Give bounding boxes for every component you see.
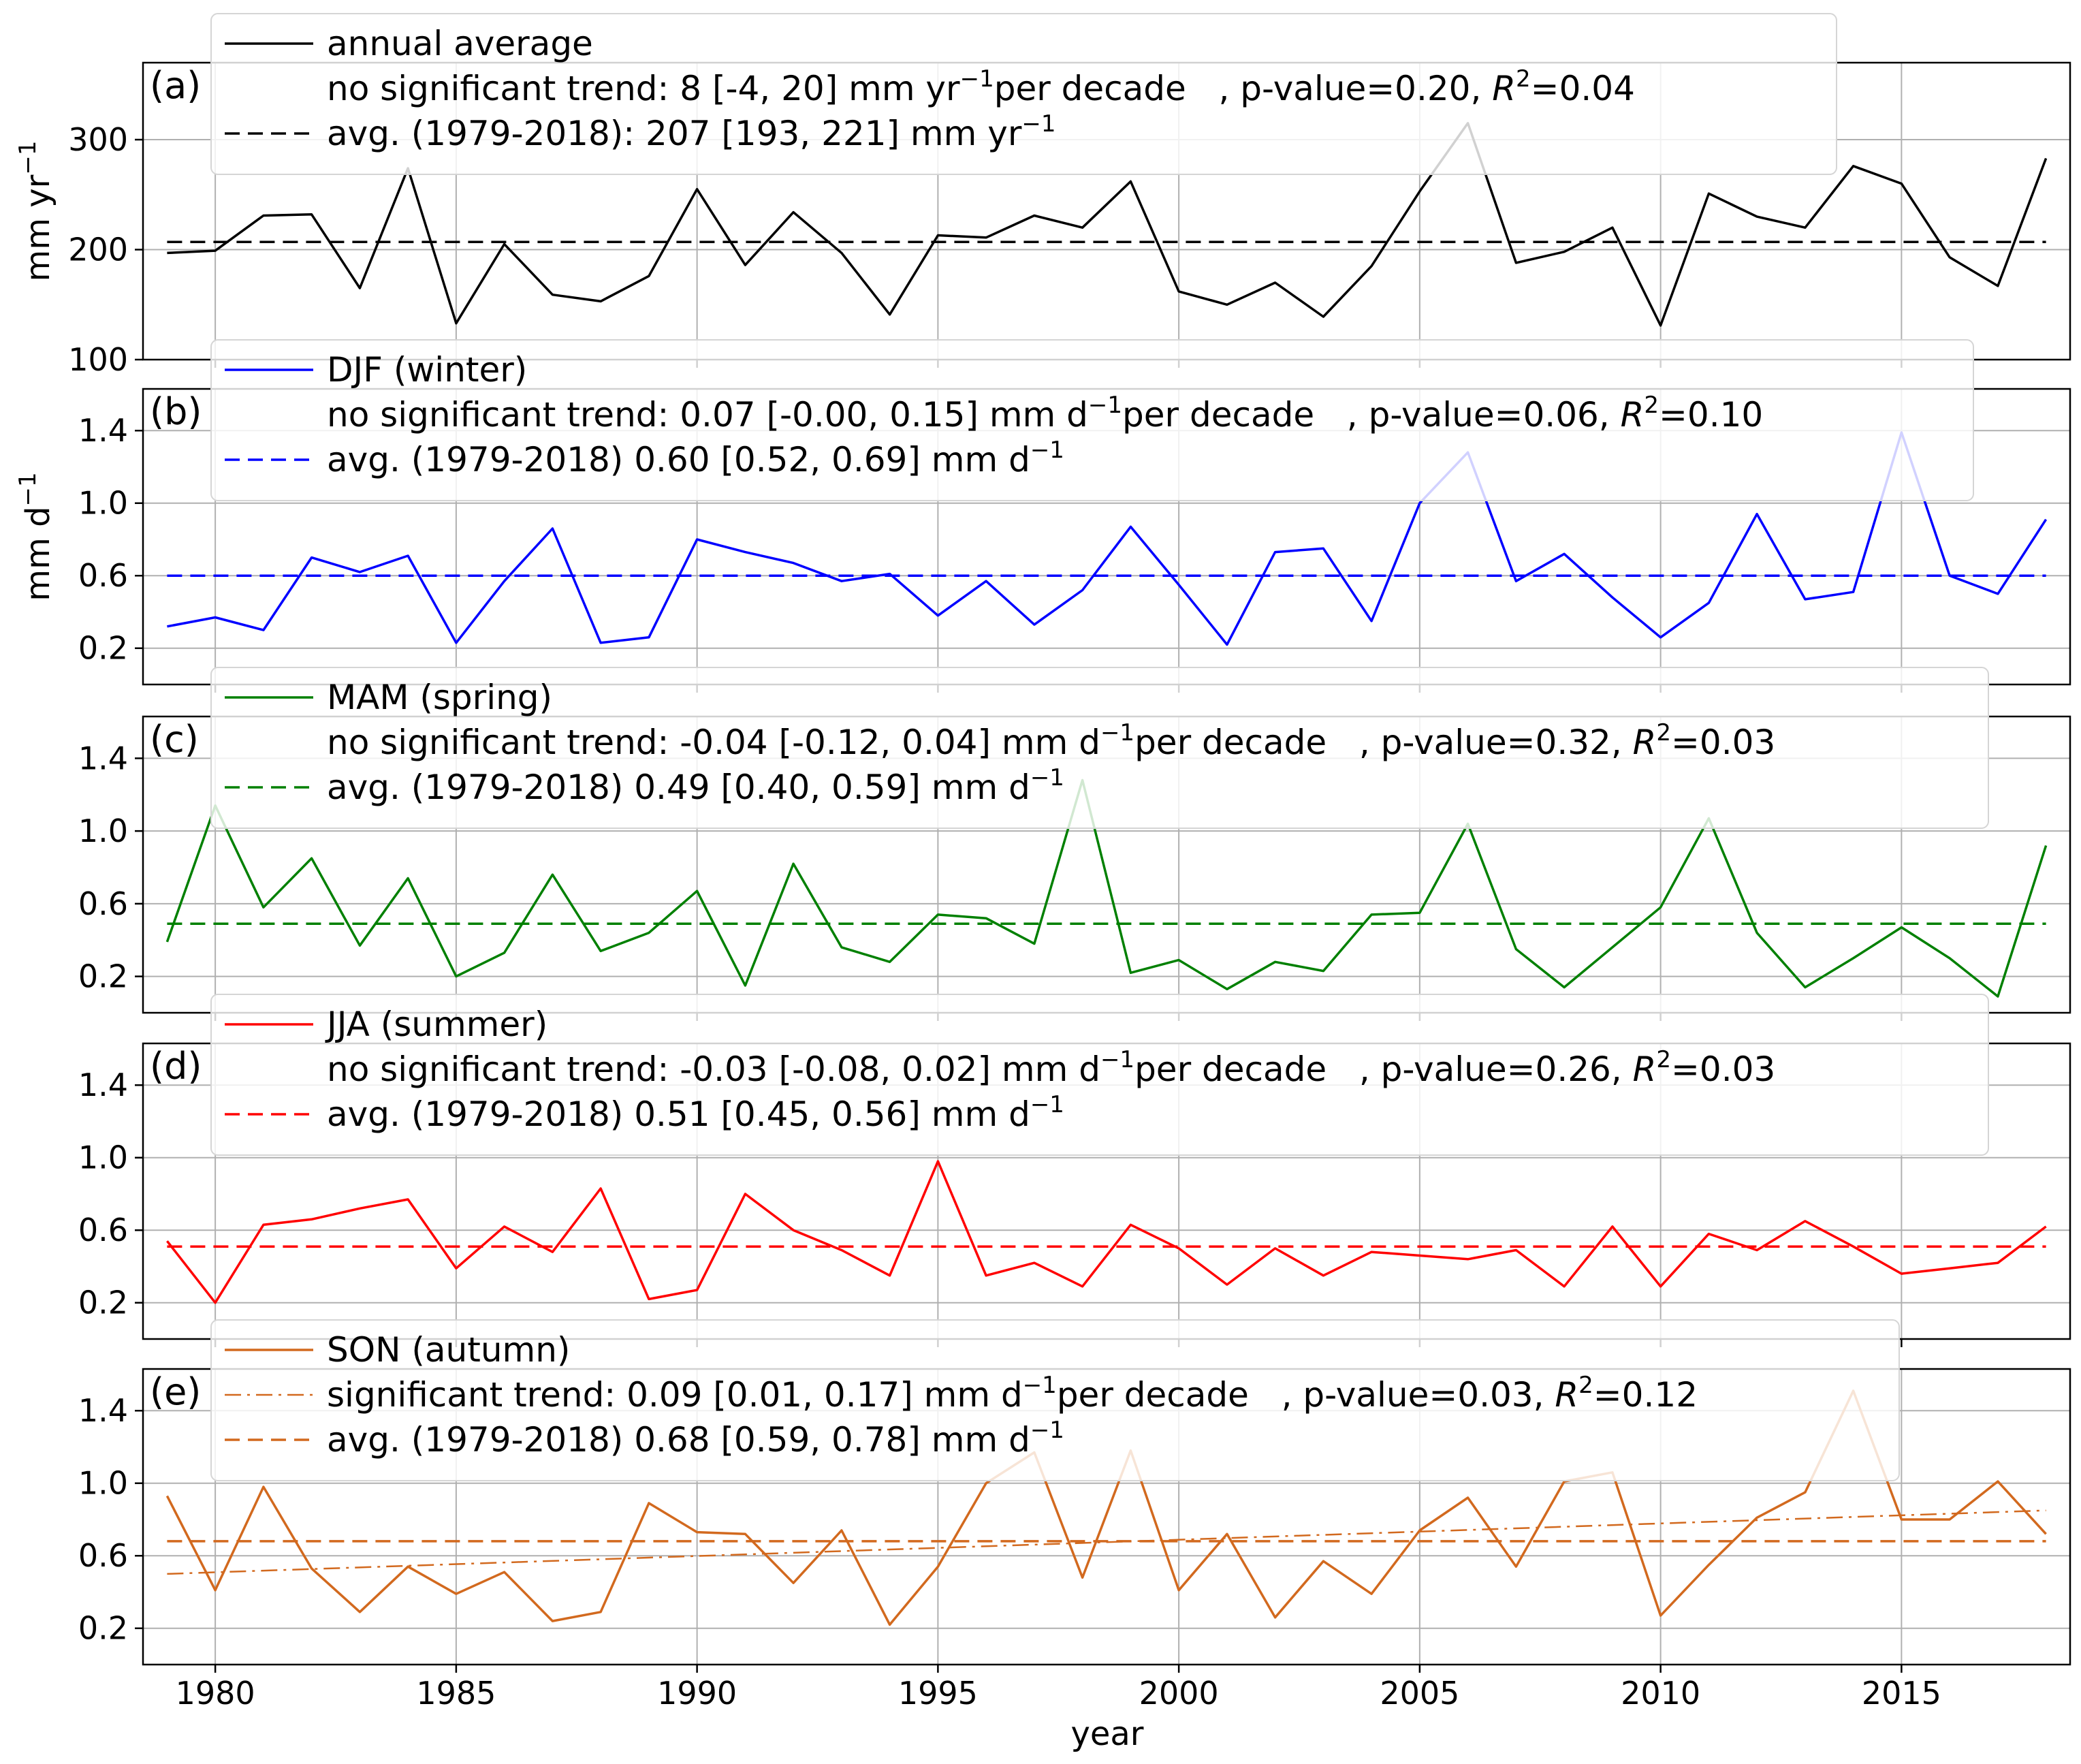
panel-label: (a) bbox=[150, 64, 201, 107]
y-tick-label: 1.4 bbox=[78, 1067, 128, 1103]
legend-entry: no significant trend: -0.03 [-0.08, 0.02… bbox=[327, 1046, 1775, 1089]
legend-box bbox=[210, 13, 1837, 175]
x-axis: 1980 1985 1990 1995 2000 2005 2010 2015 bbox=[176, 1675, 1941, 1712]
legend-entry: no significant trend: 8 [-4, 20] mm yr−1… bbox=[327, 65, 1635, 108]
x-tick-label: 1995 bbox=[898, 1675, 978, 1712]
y-tick-label: 0.6 bbox=[78, 885, 128, 922]
x-tick-label: 1985 bbox=[416, 1675, 496, 1712]
y-tick-label: 1.0 bbox=[78, 485, 128, 522]
series-line-0 bbox=[167, 122, 2048, 327]
y-tick-label: 1.4 bbox=[78, 740, 128, 776]
x-tick-label: 2005 bbox=[1380, 1675, 1459, 1712]
panel-2: 0.2 0.6 1.0 1.4 (c) MAM (spring)no significan… bbox=[78, 667, 2071, 1021]
panel-1: 0.20.61.01.4mm d−1(b)DJF (winter)no sign… bbox=[14, 339, 2071, 693]
y-axis-label: mm yr−1 bbox=[14, 140, 57, 281]
series-line-0 bbox=[166, 1160, 2047, 1304]
legend-entry: avg. (1979-2018) 0.49 [0.40, 0.59] mm d−… bbox=[327, 764, 1064, 807]
x-axis-label: year bbox=[1070, 1715, 1143, 1753]
x-tick-label: 1980 bbox=[176, 1675, 255, 1712]
x-tick-label: 2015 bbox=[1862, 1675, 1941, 1712]
legend-entry: avg. (1979-2018): 207 [193, 221] mm yr−1 bbox=[327, 110, 1056, 153]
panel-label: (e) bbox=[150, 1370, 201, 1413]
y-tick-label: 1.4 bbox=[78, 1392, 128, 1429]
legend-entry: annual average bbox=[327, 24, 593, 63]
y-tick-label: 0.6 bbox=[78, 1537, 128, 1574]
legend: MAM (spring)no significant trend: -0.04 … bbox=[210, 667, 1989, 829]
y-tick-label: 0.2 bbox=[78, 630, 128, 667]
legend-box bbox=[210, 667, 1989, 829]
legend-entry: no significant trend: -0.04 [-0.12, 0.04… bbox=[327, 719, 1775, 762]
y-tick-label: 100 bbox=[68, 341, 128, 378]
panel-4: 0.20.61.01.4 (e)SON (autumn)significant t… bbox=[78, 1319, 2071, 1673]
legend-entry: MAM (spring) bbox=[327, 678, 552, 717]
panel-label: (c) bbox=[150, 718, 199, 761]
series-group bbox=[167, 122, 2048, 327]
legend: DJF (winter)no significant trend: 0.07 [… bbox=[210, 339, 1974, 501]
legend-box bbox=[210, 339, 1974, 501]
series-group bbox=[165, 1389, 2047, 1626]
y-tick-label: 200 bbox=[68, 232, 128, 268]
y-tick-label: 1.4 bbox=[78, 412, 128, 449]
legend-entry: DJF (winter) bbox=[327, 350, 527, 390]
legend: JJA (summer)no significant trend: -0.03 … bbox=[210, 994, 1989, 1156]
legend-box bbox=[210, 1319, 1900, 1481]
series-group bbox=[165, 778, 2048, 998]
legend-entry: significant trend: 0.09 [0.01, 0.17] mm … bbox=[327, 1372, 1698, 1415]
x-tick-label: 2010 bbox=[1621, 1675, 1700, 1712]
y-tick-label: 1.0 bbox=[78, 813, 128, 849]
x-tick-label: 2000 bbox=[1139, 1675, 1219, 1712]
y-tick-label: 300 bbox=[68, 121, 128, 158]
panel-label: (b) bbox=[150, 390, 202, 433]
legend-entry: no significant trend: 0.07 [-0.00, 0.15]… bbox=[327, 392, 1763, 435]
series-line-0 bbox=[165, 778, 2048, 998]
legend-entry: avg. (1979-2018) 0.60 [0.52, 0.69] mm d−… bbox=[327, 437, 1064, 479]
legend-entry: JJA (summer) bbox=[325, 1005, 547, 1044]
x-tick-label: 1990 bbox=[657, 1675, 737, 1712]
y-tick-label: 0.6 bbox=[78, 1212, 128, 1248]
y-axis-label: mm d−1 bbox=[14, 472, 57, 601]
series-line-0 bbox=[167, 431, 2048, 646]
legend-entry: SON (autumn) bbox=[327, 1330, 570, 1370]
y-tick-label: 0.6 bbox=[78, 557, 128, 594]
legend-box bbox=[210, 994, 1989, 1156]
panel-3: 0.20.61.01.4 (d)JJA (summer)no significan… bbox=[78, 994, 2071, 1347]
legend-entry: avg. (1979-2018) 0.68 [0.59, 0.78] mm d−… bbox=[327, 1417, 1064, 1460]
series-group bbox=[167, 431, 2048, 646]
legend-entry: avg. (1979-2018) 0.51 [0.45, 0.56] mm d−… bbox=[327, 1091, 1064, 1134]
y-tick-label: 0.2 bbox=[78, 958, 128, 995]
legend: SON (autumn)significant trend: 0.09 [0.0… bbox=[210, 1319, 1900, 1481]
y-tick-label: 1.0 bbox=[78, 1139, 128, 1176]
series-group bbox=[166, 1160, 2047, 1304]
panel-label: (d) bbox=[150, 1045, 202, 1088]
y-tick-label: 0.2 bbox=[78, 1610, 128, 1647]
y-tick-label: 0.2 bbox=[78, 1285, 128, 1321]
y-tick-label: 1.0 bbox=[78, 1465, 128, 1502]
